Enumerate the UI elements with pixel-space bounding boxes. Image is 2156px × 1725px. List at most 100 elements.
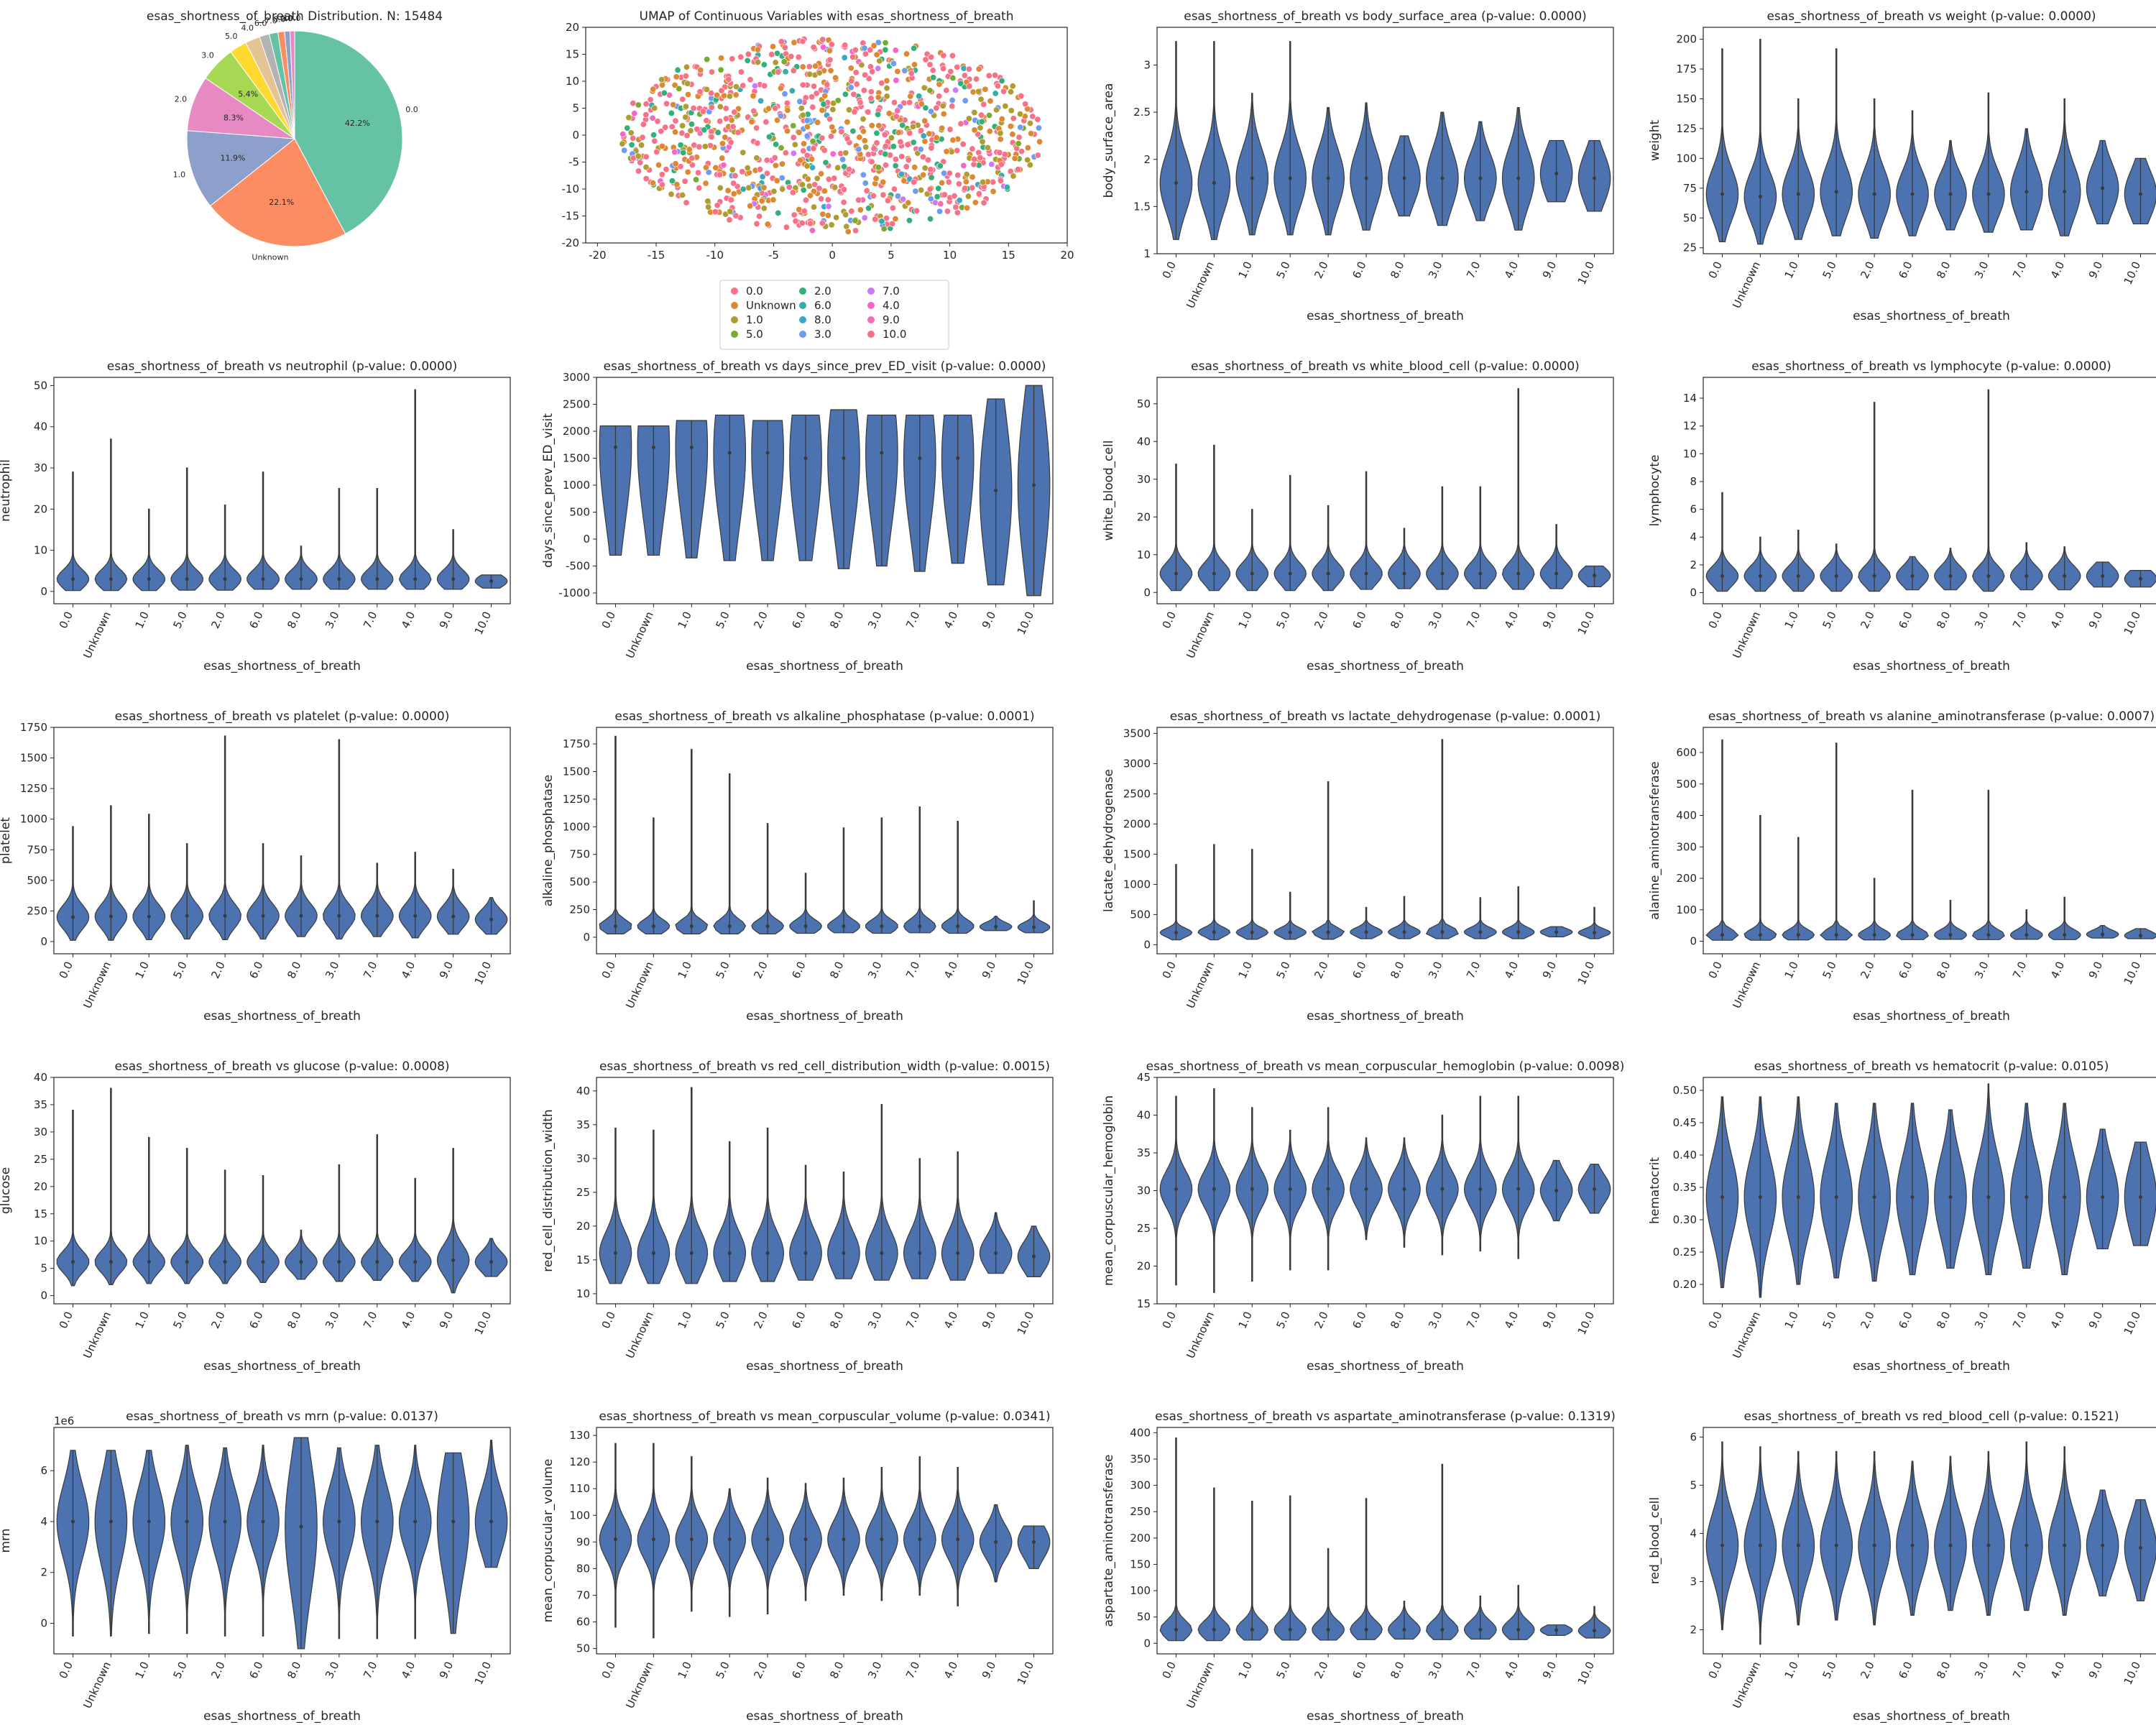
- y-tick-label: 1500: [563, 452, 590, 465]
- scatter-point: [832, 184, 838, 190]
- scatter-point: [844, 119, 850, 125]
- scatter-point: [757, 98, 763, 104]
- violin-median: [71, 577, 75, 581]
- violin-median: [299, 914, 303, 918]
- x-tick-label: 9.0: [1540, 1310, 1559, 1330]
- scatter-point: [835, 98, 841, 104]
- x-tick-label: 8.0: [1388, 960, 1406, 980]
- x-tick-label: -20: [589, 249, 607, 262]
- y-axis-label: aspartate_aminotransferase: [1102, 1455, 1116, 1627]
- x-tick-label: Unknown: [1730, 960, 1763, 1011]
- scatter-point: [1017, 124, 1023, 130]
- y-tick-label: 1000: [563, 479, 590, 492]
- y-tick-label: 1: [1143, 247, 1151, 260]
- y-tick-label: 120: [569, 1455, 590, 1468]
- violin-median: [804, 924, 808, 928]
- violin-median: [994, 1251, 998, 1255]
- violin-median: [1986, 193, 1990, 196]
- scatter-point: [901, 178, 907, 183]
- violin-median: [1289, 1628, 1292, 1632]
- scatter-point: [640, 134, 645, 140]
- x-tick-label: 5: [888, 249, 895, 262]
- scatter-point: [626, 114, 632, 120]
- scatter-point: [954, 210, 960, 216]
- x-tick-label: 10.0: [2122, 259, 2143, 287]
- x-tick-label: Unknown: [1730, 259, 1763, 310]
- y-tick-label: 30: [34, 1126, 47, 1138]
- scatter-point: [796, 54, 801, 60]
- violin-median: [451, 577, 455, 581]
- x-tick-label: 1.0: [1236, 1310, 1255, 1330]
- x-tick-label: 8.0: [1388, 610, 1406, 630]
- scatter-point: [960, 141, 966, 147]
- scatter-point: [619, 132, 625, 137]
- x-tick-label: 5.0: [1273, 1310, 1292, 1330]
- x-tick-label: 10.0: [1015, 1310, 1036, 1337]
- violin-median: [2139, 577, 2142, 581]
- x-axis-label: esas_shortness_of_breath: [746, 1359, 903, 1374]
- x-tick-label: 0.0: [1160, 1660, 1179, 1680]
- panel-title: esas_shortness_of_breath vs days_since_p…: [604, 359, 1046, 374]
- scatter-point: [791, 68, 796, 73]
- violin-median: [147, 1260, 151, 1264]
- x-tick-label: 10.0: [2122, 960, 2143, 987]
- x-tick-label: 8.0: [1934, 1310, 1953, 1330]
- scatter-point: [811, 45, 816, 50]
- x-tick-label: 10.0: [1015, 960, 1036, 987]
- y-tick-label: 1500: [1123, 847, 1151, 860]
- scatter-point: [861, 88, 867, 93]
- scatter-point: [630, 135, 635, 141]
- y-tick-label: 12: [1683, 420, 1697, 433]
- scatter-point: [940, 65, 946, 71]
- x-axis-label: esas_shortness_of_breath: [746, 1009, 903, 1024]
- scatter-point: [791, 212, 797, 218]
- y-tick-label: 100: [1130, 1584, 1151, 1597]
- x-tick-label: 3.0: [323, 960, 341, 980]
- x-tick-label: 9.0: [2086, 1310, 2105, 1330]
- x-tick-label: 10: [943, 249, 957, 262]
- scatter-point: [908, 93, 913, 99]
- scatter-point: [825, 213, 831, 218]
- x-tick-label: 2.0: [1312, 960, 1330, 980]
- scatter-point: [828, 134, 834, 139]
- y-tick-label: 1000: [20, 813, 47, 826]
- x-tick-label: 10.0: [1575, 960, 1597, 987]
- scatter-point: [818, 171, 824, 177]
- y-tick-label: 500: [1676, 778, 1697, 791]
- scatter-point: [732, 172, 738, 178]
- scatter-point: [998, 162, 1004, 167]
- x-tick-label: 7.0: [1464, 960, 1483, 980]
- scatter-point: [929, 145, 934, 151]
- scatter-point: [950, 137, 956, 143]
- scatter-point: [770, 44, 775, 50]
- scatter-point: [918, 101, 924, 106]
- violin-median: [1759, 574, 1762, 578]
- x-tick-label: 3.0: [865, 1310, 884, 1330]
- scatter-point: [883, 162, 888, 168]
- scatter-point: [993, 107, 999, 113]
- scatter-point: [973, 76, 979, 82]
- violin-median: [1835, 1544, 1838, 1547]
- x-axis-label: esas_shortness_of_breath: [203, 659, 361, 673]
- scatter-point: [934, 105, 939, 111]
- violin-median: [262, 1260, 265, 1264]
- x-tick-label: 4.0: [399, 1660, 418, 1680]
- y-tick-label: 175: [1676, 63, 1697, 75]
- x-tick-label: 10.0: [2122, 1660, 2143, 1687]
- violin-median: [1212, 1187, 1216, 1191]
- violin-median: [1797, 1544, 1800, 1547]
- scatter-point: [1008, 89, 1013, 95]
- x-tick-label: 2.0: [208, 610, 227, 630]
- legend-marker: [867, 331, 875, 338]
- scatter-point: [989, 161, 995, 167]
- violin-median: [1911, 574, 1915, 578]
- scatter-point: [831, 175, 837, 181]
- scatter-point: [791, 150, 796, 156]
- scatter-point: [681, 150, 686, 155]
- scatter-point: [643, 175, 649, 181]
- scatter-point: [972, 200, 978, 206]
- y-tick-label: 40: [34, 420, 47, 433]
- x-tick-label: 4.0: [1502, 960, 1521, 980]
- scatter-point: [922, 138, 928, 144]
- x-tick-label: 10.0: [1575, 1310, 1597, 1337]
